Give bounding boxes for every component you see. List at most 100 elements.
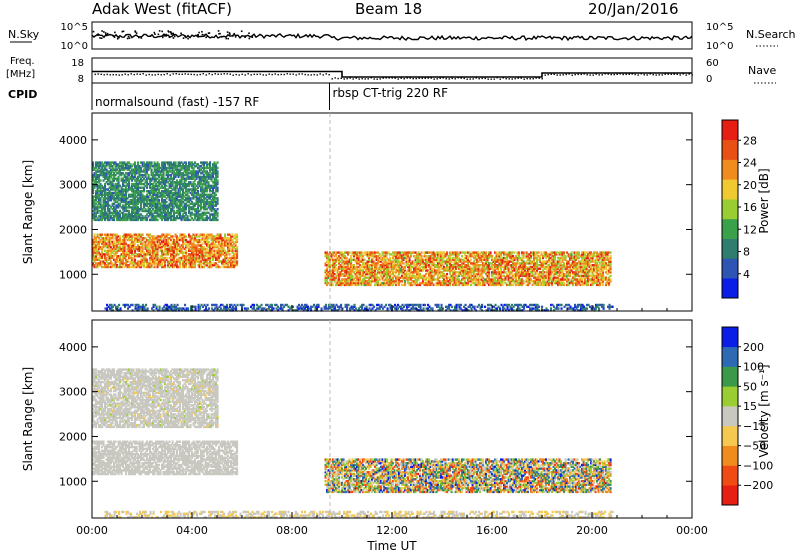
heatmap-cell (186, 193, 189, 196)
heatmap-cell (201, 184, 204, 188)
heatmap-cell (210, 255, 213, 258)
heatmap-cell (185, 211, 188, 214)
heatmap-cell (189, 260, 192, 263)
heatmap-cell (167, 190, 170, 193)
heatmap-cell (449, 272, 452, 276)
heatmap-cell (165, 191, 168, 195)
heatmap-cell (98, 256, 101, 260)
heatmap-cell (204, 179, 207, 182)
heatmap-cell (192, 204, 195, 207)
heatmap-cell (198, 204, 201, 207)
heatmap-cell (203, 246, 206, 249)
heatmap-cell (413, 280, 416, 283)
cpid-segment-label: normalsound (fast) -157 RF (95, 95, 259, 109)
heatmap-cell (416, 281, 419, 285)
heatmap-cell (156, 191, 159, 195)
heatmap-cell (110, 197, 113, 200)
heatmap-cell (456, 271, 459, 274)
heatmap-cell (209, 195, 212, 198)
heatmap-cell (416, 271, 419, 274)
heatmap-cell (423, 276, 426, 279)
nave-dot (328, 73, 330, 76)
heatmap-cell (92, 165, 95, 168)
heatmap-cell (110, 182, 113, 186)
heatmap-cell (153, 255, 156, 258)
heatmap-cell (207, 235, 210, 238)
heatmap-cell (462, 283, 465, 287)
heatmap-cell (200, 199, 203, 202)
heatmap-cell (405, 256, 408, 260)
heatmap-cell (233, 237, 236, 240)
heatmap-cell (119, 213, 122, 216)
heatmap-cell (219, 253, 222, 256)
heatmap-cell (176, 195, 179, 198)
heatmap-cell (185, 179, 188, 182)
heatmap-cell (128, 161, 131, 164)
heatmap-cell (137, 177, 140, 180)
heatmap-cell (204, 260, 207, 263)
heatmap-cell (441, 255, 444, 258)
heatmap-cell (380, 258, 383, 261)
heatmap-cell (441, 262, 444, 265)
nave-dot (370, 77, 372, 79)
heatmap-cell (156, 251, 159, 254)
heatmap-cell (446, 276, 449, 279)
heatmap-cell (197, 256, 200, 260)
heatmap-cell (122, 199, 125, 202)
heatmap-cell (206, 237, 209, 240)
heatmap-cell (366, 264, 369, 267)
heatmap-cell (96, 253, 99, 256)
heatmap-cell (441, 276, 444, 279)
heatmap-cell (177, 193, 180, 196)
heatmap-cell (122, 184, 125, 188)
nsearch-dot (109, 33, 111, 36)
heatmap-cell (93, 249, 96, 252)
heatmap-cell (162, 172, 165, 175)
heatmap-cell (105, 188, 108, 191)
heatmap-cell (95, 202, 98, 205)
heatmap-cell (236, 253, 239, 256)
heatmap-cell (123, 163, 126, 166)
heatmap-cell (375, 267, 378, 270)
heatmap-cell (395, 258, 398, 261)
heatmap-cell (216, 251, 219, 254)
heatmap-cell (341, 258, 344, 261)
heatmap-cell (173, 202, 176, 205)
heatmap-cell (92, 206, 95, 209)
nave-dot (565, 73, 567, 76)
heatmap-cell (101, 265, 104, 269)
heatmap-cell (423, 253, 426, 256)
heatmap-cell (185, 238, 188, 242)
heatmap-cell (419, 267, 422, 270)
heatmap-cell (113, 215, 116, 218)
heatmap-cell (399, 276, 402, 279)
heatmap-cell (188, 168, 191, 171)
heatmap-cell (149, 233, 152, 236)
heatmap-cell (137, 209, 140, 213)
heatmap-cell (410, 264, 413, 267)
heatmap-cell (92, 242, 95, 245)
heatmap-cell (368, 276, 371, 279)
heatmap-cell (362, 272, 365, 276)
heatmap-cell (156, 165, 159, 168)
heatmap-cell (365, 276, 368, 279)
heatmap-cell (194, 253, 197, 256)
heatmap-cell (371, 255, 374, 258)
heatmap-cell (183, 242, 186, 245)
heatmap-cell (125, 197, 128, 200)
heatmap-cell (422, 281, 425, 285)
heatmap-cell (110, 211, 113, 214)
heatmap-cell (150, 200, 153, 204)
heatmap-cell (188, 172, 191, 175)
heatmap-cell (119, 264, 122, 267)
heatmap-cell (159, 242, 162, 245)
heatmap-cell (158, 190, 161, 193)
heatmap-cell (426, 283, 429, 287)
heatmap-cell (101, 215, 104, 218)
heatmap-cell (147, 240, 150, 244)
heatmap-cell (155, 247, 158, 251)
heatmap-cell (108, 262, 111, 265)
heatmap-cell (92, 188, 95, 191)
heatmap-cell (153, 235, 156, 238)
heatmap-cell (111, 181, 114, 184)
